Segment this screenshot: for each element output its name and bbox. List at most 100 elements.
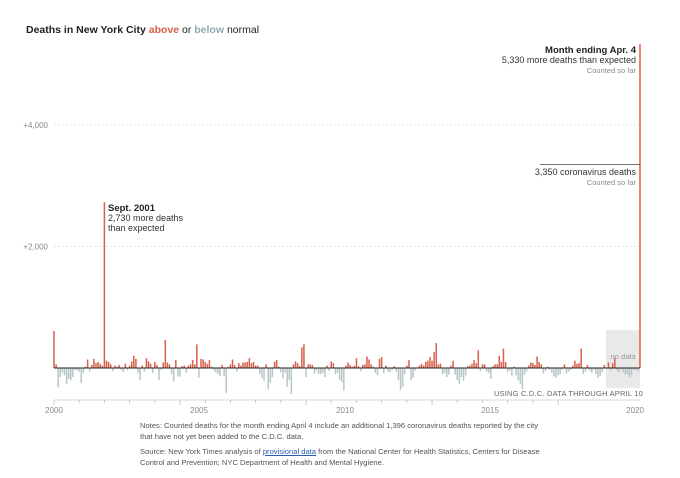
- bar: [259, 368, 261, 375]
- bar: [219, 368, 221, 376]
- bar: [196, 344, 198, 368]
- bar: [120, 368, 122, 370]
- no-data-label: no data: [610, 352, 635, 361]
- bar: [149, 363, 152, 368]
- bar: [135, 358, 137, 368]
- bar: [210, 366, 213, 368]
- bar: [622, 368, 624, 373]
- bar: [294, 361, 297, 368]
- bar: [433, 352, 435, 368]
- chart-title: Deaths in New York City above or below n…: [26, 24, 259, 36]
- bar: [380, 357, 383, 368]
- bar: [496, 364, 498, 369]
- bar: [223, 368, 225, 377]
- source-suffix: from the National Center for Health Stat…: [140, 447, 540, 467]
- bar: [588, 368, 591, 371]
- notes-text: Notes: Counted deaths for the month endi…: [140, 421, 539, 441]
- bar: [460, 368, 463, 378]
- bar: [181, 366, 183, 368]
- bar: [212, 368, 215, 371]
- bar: [303, 344, 305, 368]
- bar: [170, 368, 173, 375]
- bar: [406, 365, 408, 368]
- bar: [523, 368, 526, 375]
- bar: [175, 360, 177, 368]
- bar: [206, 363, 209, 368]
- y-tick-label: +2,000: [23, 243, 48, 252]
- bar: [107, 361, 110, 369]
- bar: [156, 364, 158, 368]
- bar: [565, 368, 568, 374]
- source-text: Source: New York Times analysis of provi…: [140, 446, 540, 468]
- bar: [233, 364, 236, 368]
- bar: [458, 368, 461, 384]
- bar: [347, 362, 349, 368]
- title-suffix: normal: [224, 24, 259, 36]
- bar: [498, 355, 501, 368]
- bar: [139, 368, 141, 381]
- bar: [128, 365, 131, 368]
- bar: [231, 359, 234, 368]
- bar: [431, 360, 433, 368]
- bar: [191, 360, 194, 368]
- provisional-data-link[interactable]: provisional data: [262, 447, 317, 456]
- bar: [538, 361, 540, 369]
- bar: [296, 363, 299, 368]
- bar: [576, 363, 578, 368]
- bar: [359, 368, 362, 372]
- bar: [141, 365, 143, 368]
- bar: [364, 364, 366, 369]
- bar: [509, 368, 511, 371]
- bar: [502, 348, 505, 368]
- bar: [288, 368, 290, 381]
- bar: [609, 368, 612, 371]
- bar: [282, 368, 284, 379]
- bar: [53, 330, 55, 368]
- bar: [557, 368, 559, 376]
- bar: [376, 368, 379, 376]
- bar: [168, 364, 171, 369]
- bar: [525, 368, 528, 372]
- bar: [601, 368, 603, 373]
- bar: [467, 366, 469, 368]
- bar: [603, 364, 606, 368]
- bar: [410, 368, 412, 381]
- annotation-coronavirus-line1: 3,350 coronavirus deaths: [535, 167, 637, 177]
- x-ticks-group: [53, 400, 559, 405]
- bar: [160, 368, 162, 370]
- annotation-april2020-title: Month ending Apr. 4: [545, 45, 637, 56]
- bar: [280, 368, 282, 373]
- bar: [536, 356, 538, 368]
- bar: [614, 358, 616, 368]
- bar: [290, 368, 293, 395]
- bar: [202, 359, 204, 368]
- bar: [452, 360, 454, 368]
- bar: [154, 361, 156, 369]
- bar: [572, 365, 574, 368]
- source-prefix: Source: New York Times analysis of: [140, 447, 263, 456]
- bar: [322, 368, 324, 373]
- bar: [569, 368, 572, 370]
- bar: [532, 363, 534, 368]
- bar: [611, 363, 614, 368]
- bar: [162, 362, 164, 368]
- bar: [55, 364, 57, 369]
- bar: [326, 365, 328, 368]
- bar: [172, 368, 175, 382]
- bar: [112, 368, 114, 372]
- bar: [179, 368, 181, 377]
- annotation-coronavirus-line2: Counted so far: [587, 178, 637, 187]
- bar: [198, 368, 200, 378]
- no-data-region: [606, 330, 640, 388]
- bar: [67, 368, 70, 379]
- bar: [80, 368, 83, 384]
- bar: [511, 368, 513, 377]
- bar: [530, 362, 532, 368]
- bar: [393, 366, 396, 368]
- title-below: below: [194, 24, 225, 36]
- bar: [118, 364, 120, 368]
- bar: [319, 368, 322, 375]
- bar: [305, 368, 307, 378]
- bar: [95, 363, 97, 368]
- bar: [126, 368, 129, 371]
